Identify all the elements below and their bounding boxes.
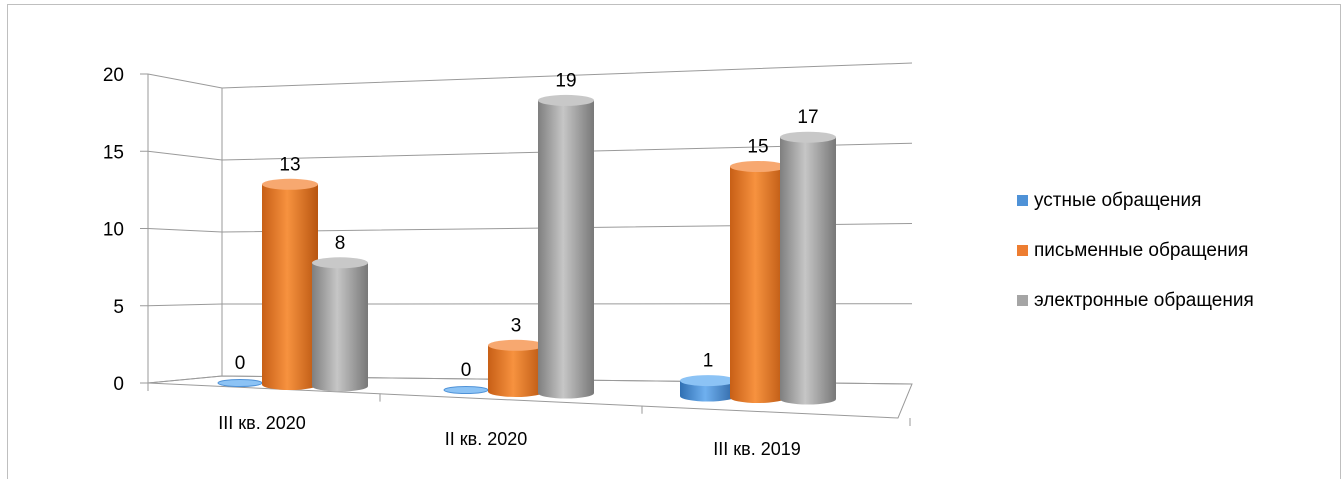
legend: устные обращения письменные обращения эл…	[1017, 187, 1254, 337]
data-label: 13	[279, 154, 300, 175]
bar-top	[488, 339, 544, 351]
bar-top	[780, 131, 836, 143]
labels: 0 5 10 15 20 III кв. 2020 0 13 8 II кв. 2020 0 3 19 I…	[103, 65, 819, 459]
bar	[217, 379, 263, 387]
y-tick-label: 0	[113, 374, 124, 395]
bar	[312, 262, 368, 392]
data-label: 3	[511, 315, 522, 336]
bar-top	[680, 375, 736, 387]
bar-top	[538, 94, 594, 106]
legend-item-electronic: электронные обращения	[1017, 287, 1254, 314]
gridline	[147, 62, 913, 89]
legend-label-oral: устные обращения	[1034, 189, 1202, 211]
chart-frame	[7, 4, 1341, 479]
bar-top	[262, 178, 318, 190]
bar	[680, 380, 736, 402]
data-label: 0	[235, 353, 246, 374]
x-tick-label: III кв. 2020	[218, 413, 306, 433]
legend-item-written: письменные обращения	[1017, 237, 1254, 264]
chart-floor	[147, 375, 913, 419]
data-label: 15	[747, 137, 768, 158]
bar	[443, 386, 489, 394]
legend-swatch-written	[1017, 245, 1028, 256]
bar	[780, 137, 836, 405]
legend-label-electronic: электронные обращения	[1034, 289, 1254, 311]
data-label: 8	[335, 233, 346, 254]
axes	[140, 73, 913, 426]
y-tick-label: 10	[103, 220, 124, 241]
legend-swatch-oral	[1017, 195, 1028, 206]
y-tick-label: 20	[103, 65, 124, 86]
data-label: 0	[461, 360, 472, 381]
legend-item-oral: устные обращения	[1017, 187, 1254, 214]
data-label: 1	[703, 351, 714, 372]
data-label: 17	[797, 107, 818, 128]
bar-top	[730, 161, 786, 172]
legend-swatch-electronic	[1017, 295, 1028, 306]
bar	[262, 184, 318, 391]
bar	[538, 100, 594, 399]
x-tick-label: II кв. 2020	[445, 429, 528, 449]
y-tick-label: 15	[103, 142, 124, 163]
data-label: 19	[555, 70, 576, 91]
y-tick-label: 5	[113, 297, 124, 318]
bar-top	[312, 257, 368, 269]
legend-label-written: письменные обращения	[1034, 239, 1249, 261]
x-tick-label: III кв. 2019	[713, 439, 801, 459]
bars	[217, 94, 836, 405]
bar	[730, 166, 786, 403]
bar	[488, 345, 544, 398]
